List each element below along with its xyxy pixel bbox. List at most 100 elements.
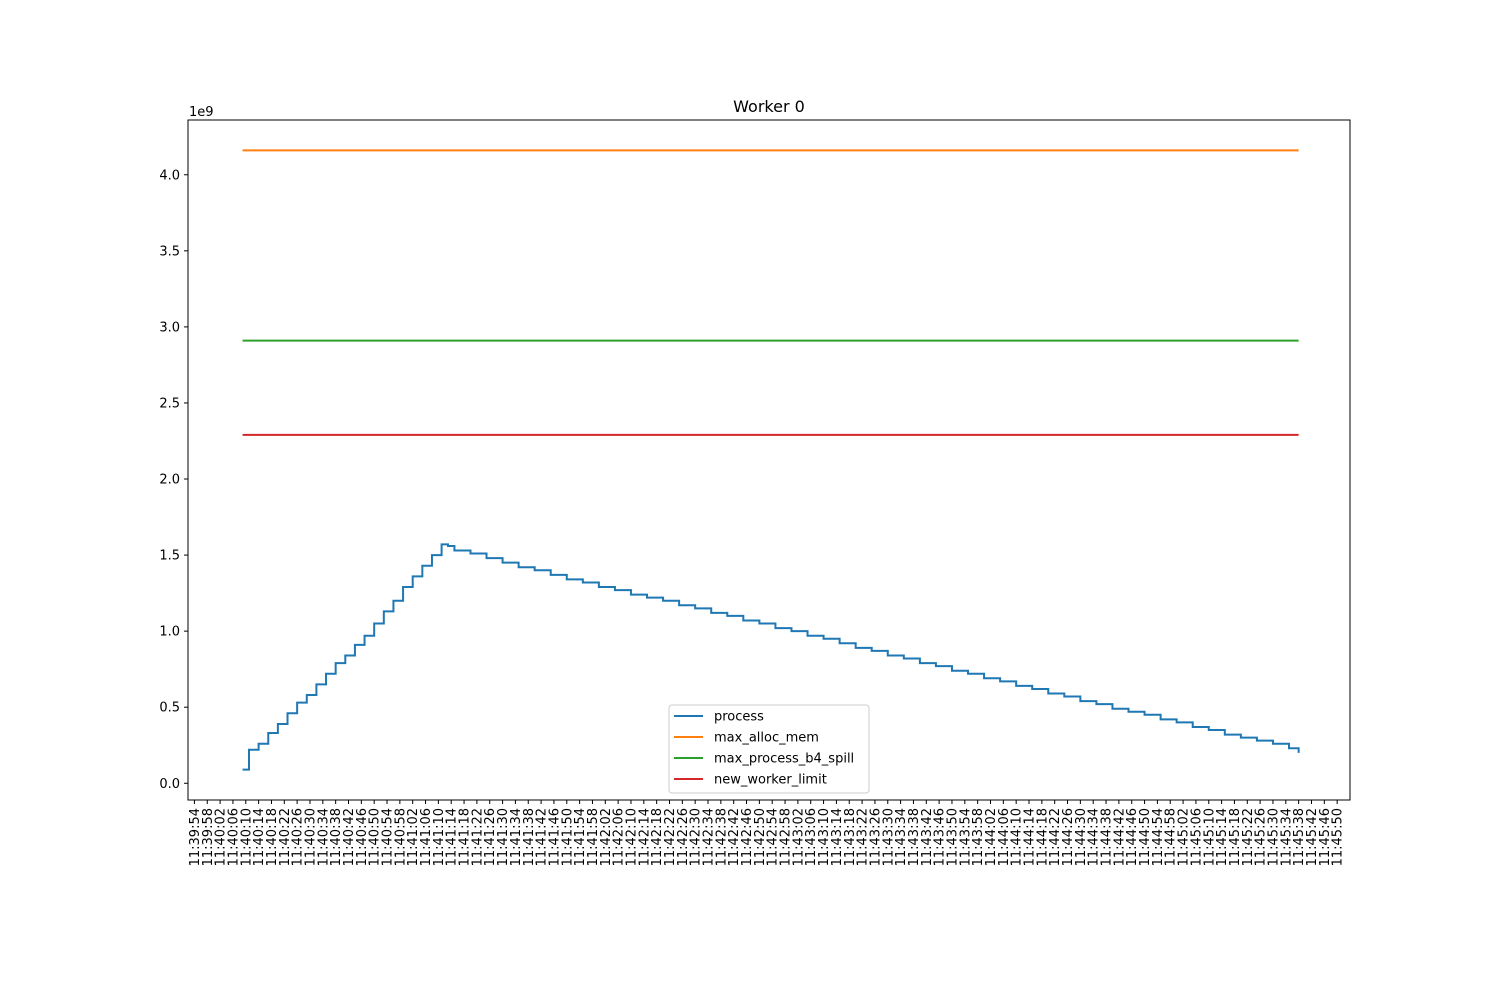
x-tick-label: 11:44:22: [1048, 808, 1063, 866]
x-tick-label: 11:45:26: [1254, 808, 1269, 866]
x-tick-label: 11:41:34: [509, 808, 524, 866]
x-tick-label: 11:45:10: [1202, 808, 1217, 866]
x-tick-label: 11:45:50: [1331, 808, 1346, 866]
x-tick-label: 11:44:30: [1074, 808, 1089, 866]
x-tick-label: 11:42:18: [650, 808, 665, 866]
x-tick-label: 11:45:34: [1279, 808, 1294, 866]
x-tick-label: 11:45:22: [1241, 808, 1256, 866]
x-tick-label: 11:45:38: [1292, 808, 1307, 866]
x-tick-label: 11:40:02: [214, 808, 229, 866]
x-tick-label: 11:40:46: [355, 808, 370, 866]
x-tick-label: 11:44:54: [1151, 808, 1166, 866]
x-tick-label: 11:43:02: [791, 808, 806, 866]
x-tick-label: 11:40:14: [252, 808, 267, 866]
x-tick-label: 11:41:06: [419, 808, 434, 866]
x-tick-label: 11:42:06: [612, 808, 627, 866]
x-tick-label: 11:40:30: [303, 808, 318, 866]
x-tick-label: 11:43:18: [843, 808, 858, 866]
x-tick-label: 11:41:02: [406, 808, 421, 866]
x-axis: 11:39:5411:39:5811:40:0211:40:0611:40:10…: [188, 800, 1346, 866]
x-tick-label: 11:40:06: [226, 808, 241, 866]
legend-box: [668, 704, 870, 794]
x-tick-label: 11:42:30: [689, 808, 704, 866]
x-tick-label: 11:40:34: [316, 808, 331, 866]
x-tick-label: 11:41:50: [560, 808, 575, 866]
x-tick-label: 11:43:54: [958, 808, 973, 866]
x-tick-label: 11:41:18: [458, 808, 473, 866]
x-tick-label: 11:45:18: [1228, 808, 1243, 866]
x-tick-label: 11:42:46: [740, 808, 755, 866]
x-tick-label: 11:44:34: [1087, 808, 1102, 866]
chart-title: Worker 0: [733, 97, 805, 116]
x-tick-label: 11:43:58: [971, 808, 986, 866]
x-tick-label: 11:40:54: [381, 808, 396, 866]
series-layer: [242, 149, 1300, 771]
legend-label-max_alloc_mem: max_alloc_mem: [714, 731, 819, 746]
y-axis-offset-text: 1e9: [189, 105, 214, 120]
x-tick-label: 11:41:26: [483, 808, 498, 866]
x-tick-label: 11:45:14: [1215, 808, 1230, 866]
x-tick-label: 11:40:42: [342, 808, 357, 866]
x-tick-label: 11:41:42: [535, 808, 550, 866]
x-tick-label: 11:41:22: [470, 808, 485, 866]
x-tick-label: 11:42:58: [779, 808, 794, 866]
x-tick-label: 11:41:46: [547, 808, 562, 866]
x-tick-label: 11:44:42: [1112, 808, 1127, 866]
x-tick-label: 11:44:06: [997, 808, 1012, 866]
x-tick-label: 11:41:54: [573, 808, 588, 866]
x-tick-label: 11:44:50: [1138, 808, 1153, 866]
series-line-process: [242, 543, 1300, 771]
x-tick-label: 11:43:14: [830, 808, 845, 866]
x-tick-label: 11:42:22: [663, 808, 678, 866]
x-tick-label: 11:42:34: [702, 808, 717, 866]
x-tick-label: 11:39:54: [188, 808, 203, 866]
x-tick-label: 11:40:50: [368, 808, 383, 866]
x-tick-label: 11:42:54: [766, 808, 781, 866]
x-tick-label: 11:40:58: [393, 808, 408, 866]
x-tick-label: 11:43:06: [804, 808, 819, 866]
x-tick-label: 11:40:38: [329, 808, 344, 866]
x-tick-label: 11:43:10: [817, 808, 832, 866]
x-tick-label: 11:44:02: [984, 808, 999, 866]
x-tick-label: 11:42:42: [727, 808, 742, 866]
x-tick-label: 11:43:34: [894, 808, 909, 866]
y-tick-label: 0.5: [159, 701, 180, 716]
x-tick-label: 11:40:22: [278, 808, 293, 866]
x-tick-label: 11:43:42: [920, 808, 935, 866]
x-tick-label: 11:44:26: [1061, 808, 1076, 866]
x-tick-label: 11:41:58: [586, 808, 601, 866]
x-tick-label: 11:42:10: [624, 808, 639, 866]
x-tick-label: 11:44:46: [1125, 808, 1140, 866]
x-tick-label: 11:41:10: [432, 808, 447, 866]
x-tick-label: 11:40:18: [265, 808, 280, 866]
x-tick-label: 11:43:46: [933, 808, 948, 866]
x-tick-label: 11:45:46: [1318, 808, 1333, 866]
x-tick-label: 11:41:38: [522, 808, 537, 866]
x-tick-label: 11:42:26: [676, 808, 691, 866]
x-tick-label: 11:43:22: [856, 808, 871, 866]
y-tick-label: 3.5: [159, 244, 180, 259]
x-tick-label: 11:45:42: [1305, 808, 1320, 866]
x-tick-label: 11:41:30: [496, 808, 511, 866]
x-tick-label: 11:44:38: [1100, 808, 1115, 866]
legend-label-max_process_b4_spill: max_process_b4_spill: [714, 752, 854, 767]
x-tick-label: 11:43:30: [881, 808, 896, 866]
y-tick-label: 4.0: [159, 168, 180, 183]
x-tick-label: 11:45:02: [1177, 808, 1192, 866]
x-tick-label: 11:45:30: [1266, 808, 1281, 866]
y-tick-label: 2.5: [159, 396, 180, 411]
x-tick-label: 11:42:14: [637, 808, 652, 866]
x-tick-label: 11:40:10: [239, 808, 254, 866]
x-tick-label: 11:39:58: [201, 808, 216, 866]
x-tick-label: 11:42:38: [714, 808, 729, 866]
x-tick-label: 11:41:14: [445, 808, 460, 866]
x-tick-label: 11:44:18: [1035, 808, 1050, 866]
x-tick-label: 11:44:58: [1164, 808, 1179, 866]
x-tick-label: 11:43:26: [868, 808, 883, 866]
plot-area-frame: [187, 119, 1351, 801]
legend: process max_alloc_mem max_process_b4_spill…: [668, 704, 870, 794]
legend-label-new_worker_limit: new_worker_limit: [714, 773, 827, 788]
x-tick-label: 11:45:06: [1189, 808, 1204, 866]
